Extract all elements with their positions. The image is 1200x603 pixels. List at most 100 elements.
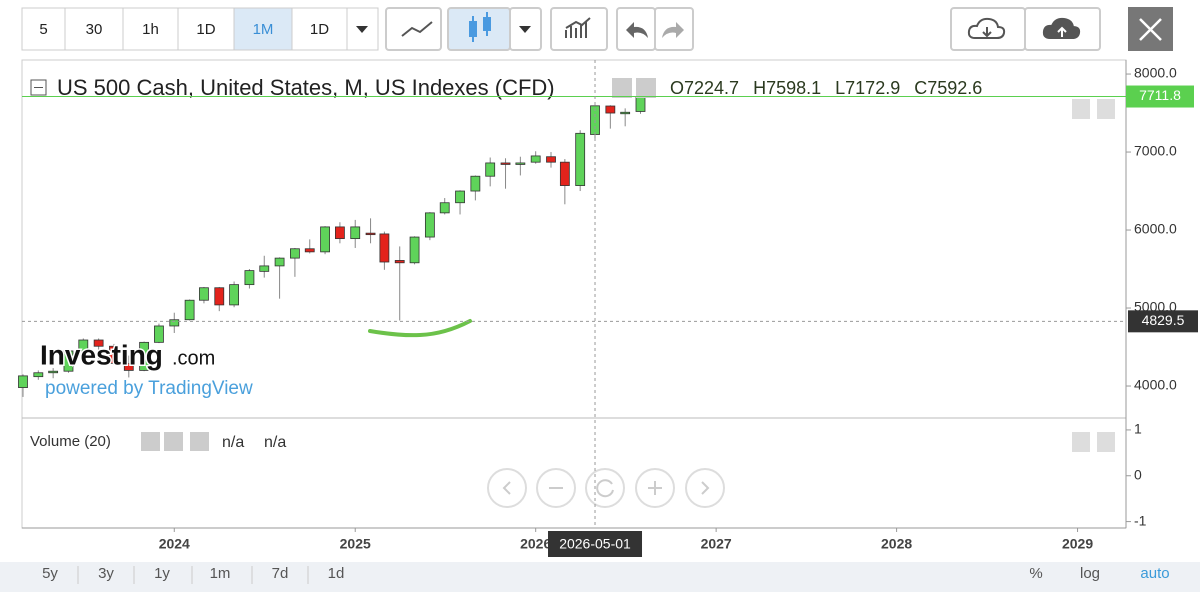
candle-body <box>320 226 330 253</box>
interval-label: 1D <box>196 21 215 38</box>
candle-body <box>290 248 300 259</box>
watermark-domain: .com <box>172 347 215 369</box>
ohlc-letter: H <box>753 78 766 98</box>
scroll-down-icon[interactable] <box>1072 99 1090 119</box>
range-button[interactable]: 3y <box>98 565 114 582</box>
candle-body <box>139 341 150 371</box>
x-tick-label: 2024 <box>159 536 190 552</box>
scale-option[interactable]: % <box>1029 565 1042 582</box>
interval-label: 5 <box>39 21 47 38</box>
candle-body <box>274 257 285 267</box>
x-tick-label: 2029 <box>1062 536 1093 552</box>
x-tick-label: 2027 <box>701 536 732 552</box>
candle-body <box>214 287 225 306</box>
candle-body <box>244 270 255 286</box>
navigation-buttons <box>487 468 725 508</box>
x-tick-label: 2028 <box>881 536 912 552</box>
candle-body <box>620 111 631 115</box>
candle-body <box>78 339 89 352</box>
crosshair-price-box <box>1128 310 1198 333</box>
volume-readout: n/a <box>264 434 286 451</box>
ohlc-value: 7224.7 <box>684 78 739 98</box>
settings-icon[interactable] <box>636 78 656 98</box>
scale-option[interactable]: auto <box>1140 565 1169 582</box>
range-button[interactable]: 1m <box>210 565 231 582</box>
interval-button[interactable] <box>21 7 66 51</box>
candle-body <box>63 350 74 372</box>
interval-button[interactable] <box>177 7 235 51</box>
ohlc-letter: O <box>670 78 684 98</box>
candle-body <box>439 202 450 214</box>
candle-body <box>48 370 59 374</box>
volume-readout: n/a <box>222 434 244 451</box>
last-price-label: 7711.8 <box>1139 87 1181 103</box>
candle-body <box>335 226 345 240</box>
candle-body <box>605 105 616 114</box>
scale-option[interactable]: log <box>1080 565 1100 582</box>
y-tick-label: 8000.0 <box>1134 65 1177 81</box>
watermark-brand: Investing <box>40 339 163 370</box>
volume-remove-icon[interactable] <box>190 432 209 451</box>
volume-visibility-icon[interactable] <box>141 432 160 451</box>
crosshair-date-label: 2026-05-01 <box>559 536 631 552</box>
x-tick-label: 2026 <box>520 536 551 552</box>
volume-settings-icon[interactable] <box>164 432 183 451</box>
candle-body <box>229 284 239 306</box>
candle-body <box>546 156 556 163</box>
candle-body <box>575 132 586 186</box>
candle-body <box>109 345 119 364</box>
volume-tick-label: 0 <box>1134 466 1142 482</box>
ohlc-value: 7592.6 <box>927 78 982 98</box>
range-bar <box>0 562 1200 592</box>
candle-body <box>394 260 405 264</box>
interval-button[interactable] <box>233 7 293 51</box>
candle-body <box>455 190 465 204</box>
candle-body <box>424 212 435 238</box>
candle-body <box>365 232 376 236</box>
visibility-icon[interactable] <box>612 78 632 98</box>
candle-body <box>304 248 315 253</box>
candle-body <box>123 363 134 371</box>
y-tick-label: 7000.0 <box>1134 143 1177 159</box>
range-button[interactable]: 1y <box>154 565 170 582</box>
interval-label: 1h <box>142 21 159 38</box>
candle-body <box>635 96 646 112</box>
candle-body <box>184 299 195 321</box>
interval-button[interactable] <box>64 7 124 51</box>
ohlc-readout: O7224.7 H7598.1 L7172.9 C7592.6 <box>670 78 982 98</box>
x-tick-label: 2025 <box>340 536 371 552</box>
indicators-button[interactable] <box>550 7 608 51</box>
candle-body <box>93 339 104 347</box>
watermark-tagline: powered by TradingView <box>45 378 253 399</box>
y-tick-label: 6000.0 <box>1134 221 1177 237</box>
candle-body <box>379 233 390 263</box>
instrument-title: US 500 Cash, United States, M, US Indexe… <box>57 75 555 100</box>
volume-up-icon[interactable] <box>1072 432 1090 452</box>
volume-tick-label: -1 <box>1134 512 1147 528</box>
range-button[interactable]: 1d <box>328 565 345 582</box>
last-price-box <box>1126 85 1194 108</box>
volume-tick-label: 1 <box>1134 421 1142 437</box>
interval-button[interactable] <box>122 7 179 51</box>
candle-body <box>154 325 164 343</box>
candle-body <box>169 319 180 327</box>
candle-body <box>559 161 570 186</box>
candle-body <box>259 265 270 272</box>
candle-body <box>18 375 28 388</box>
crosshair-date-box <box>548 531 643 557</box>
candle-chart-button[interactable] <box>447 7 511 51</box>
plot-area <box>18 95 646 397</box>
scale-icon[interactable] <box>1097 99 1115 119</box>
volume-scale-icon[interactable] <box>1097 432 1115 452</box>
ohlc-letter: C <box>914 78 927 98</box>
drawn-annotation <box>368 319 472 338</box>
interval-label: 1D <box>310 21 329 38</box>
range-button[interactable]: 7d <box>272 565 289 582</box>
volume-title: Volume (20) <box>30 433 111 450</box>
ohlc-value: 7172.9 <box>845 78 900 98</box>
crosshair-price-label: 4829.5 <box>1142 312 1185 328</box>
candle-body <box>199 287 209 301</box>
range-button[interactable]: 5y <box>42 565 58 582</box>
chart-frame <box>21 59 1127 529</box>
